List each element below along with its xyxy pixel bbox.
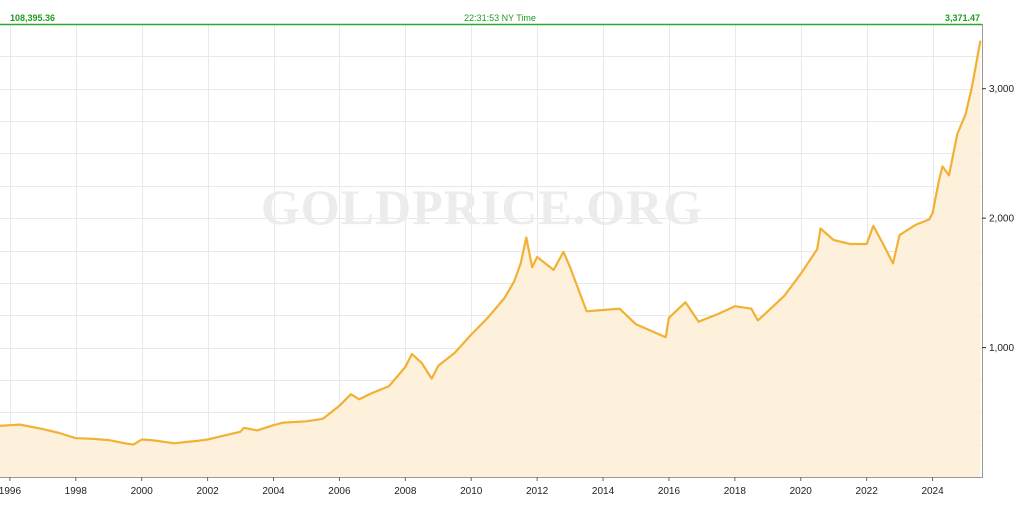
y-axis-ticks: 1,000 2,000 3,000	[982, 84, 1014, 354]
y-tick-label: 1,000	[989, 343, 1014, 354]
x-tick-label: 2008	[394, 486, 417, 497]
x-tick-label: 2010	[460, 486, 483, 497]
x-tick-label: 2024	[921, 486, 944, 497]
x-tick-label: 2006	[328, 486, 351, 497]
x-axis-ticks: 1996 1998 2000 2002 2004 2006 2008 2010 2012 2014…	[0, 477, 944, 497]
header-right-value: 3,371.47	[945, 13, 980, 23]
x-tick-label: 2022	[856, 486, 879, 497]
x-tick-label: 2016	[658, 486, 681, 497]
header-time: 22:31:53 NY Time	[464, 13, 536, 23]
x-tick-label: 2014	[592, 486, 615, 497]
x-tick-label: 2020	[790, 486, 813, 497]
y-tick-label: 2,000	[989, 214, 1014, 225]
x-tick-label: 2004	[262, 486, 285, 497]
price-line	[0, 40, 982, 446]
x-tick-label: 1996	[0, 486, 21, 497]
y-tick-label: 3,000	[989, 84, 1014, 95]
x-tick-label: 2002	[196, 486, 219, 497]
watermark: GOLDPRICE.ORG	[261, 179, 703, 235]
header-left-value: 108,395.36	[10, 13, 55, 23]
price-area-fill	[0, 40, 981, 477]
x-tick-label: 2018	[724, 486, 747, 497]
x-tick-label: 2000	[131, 486, 154, 497]
x-tick-label: 1998	[65, 486, 88, 497]
x-tick-label: 2012	[526, 486, 549, 497]
